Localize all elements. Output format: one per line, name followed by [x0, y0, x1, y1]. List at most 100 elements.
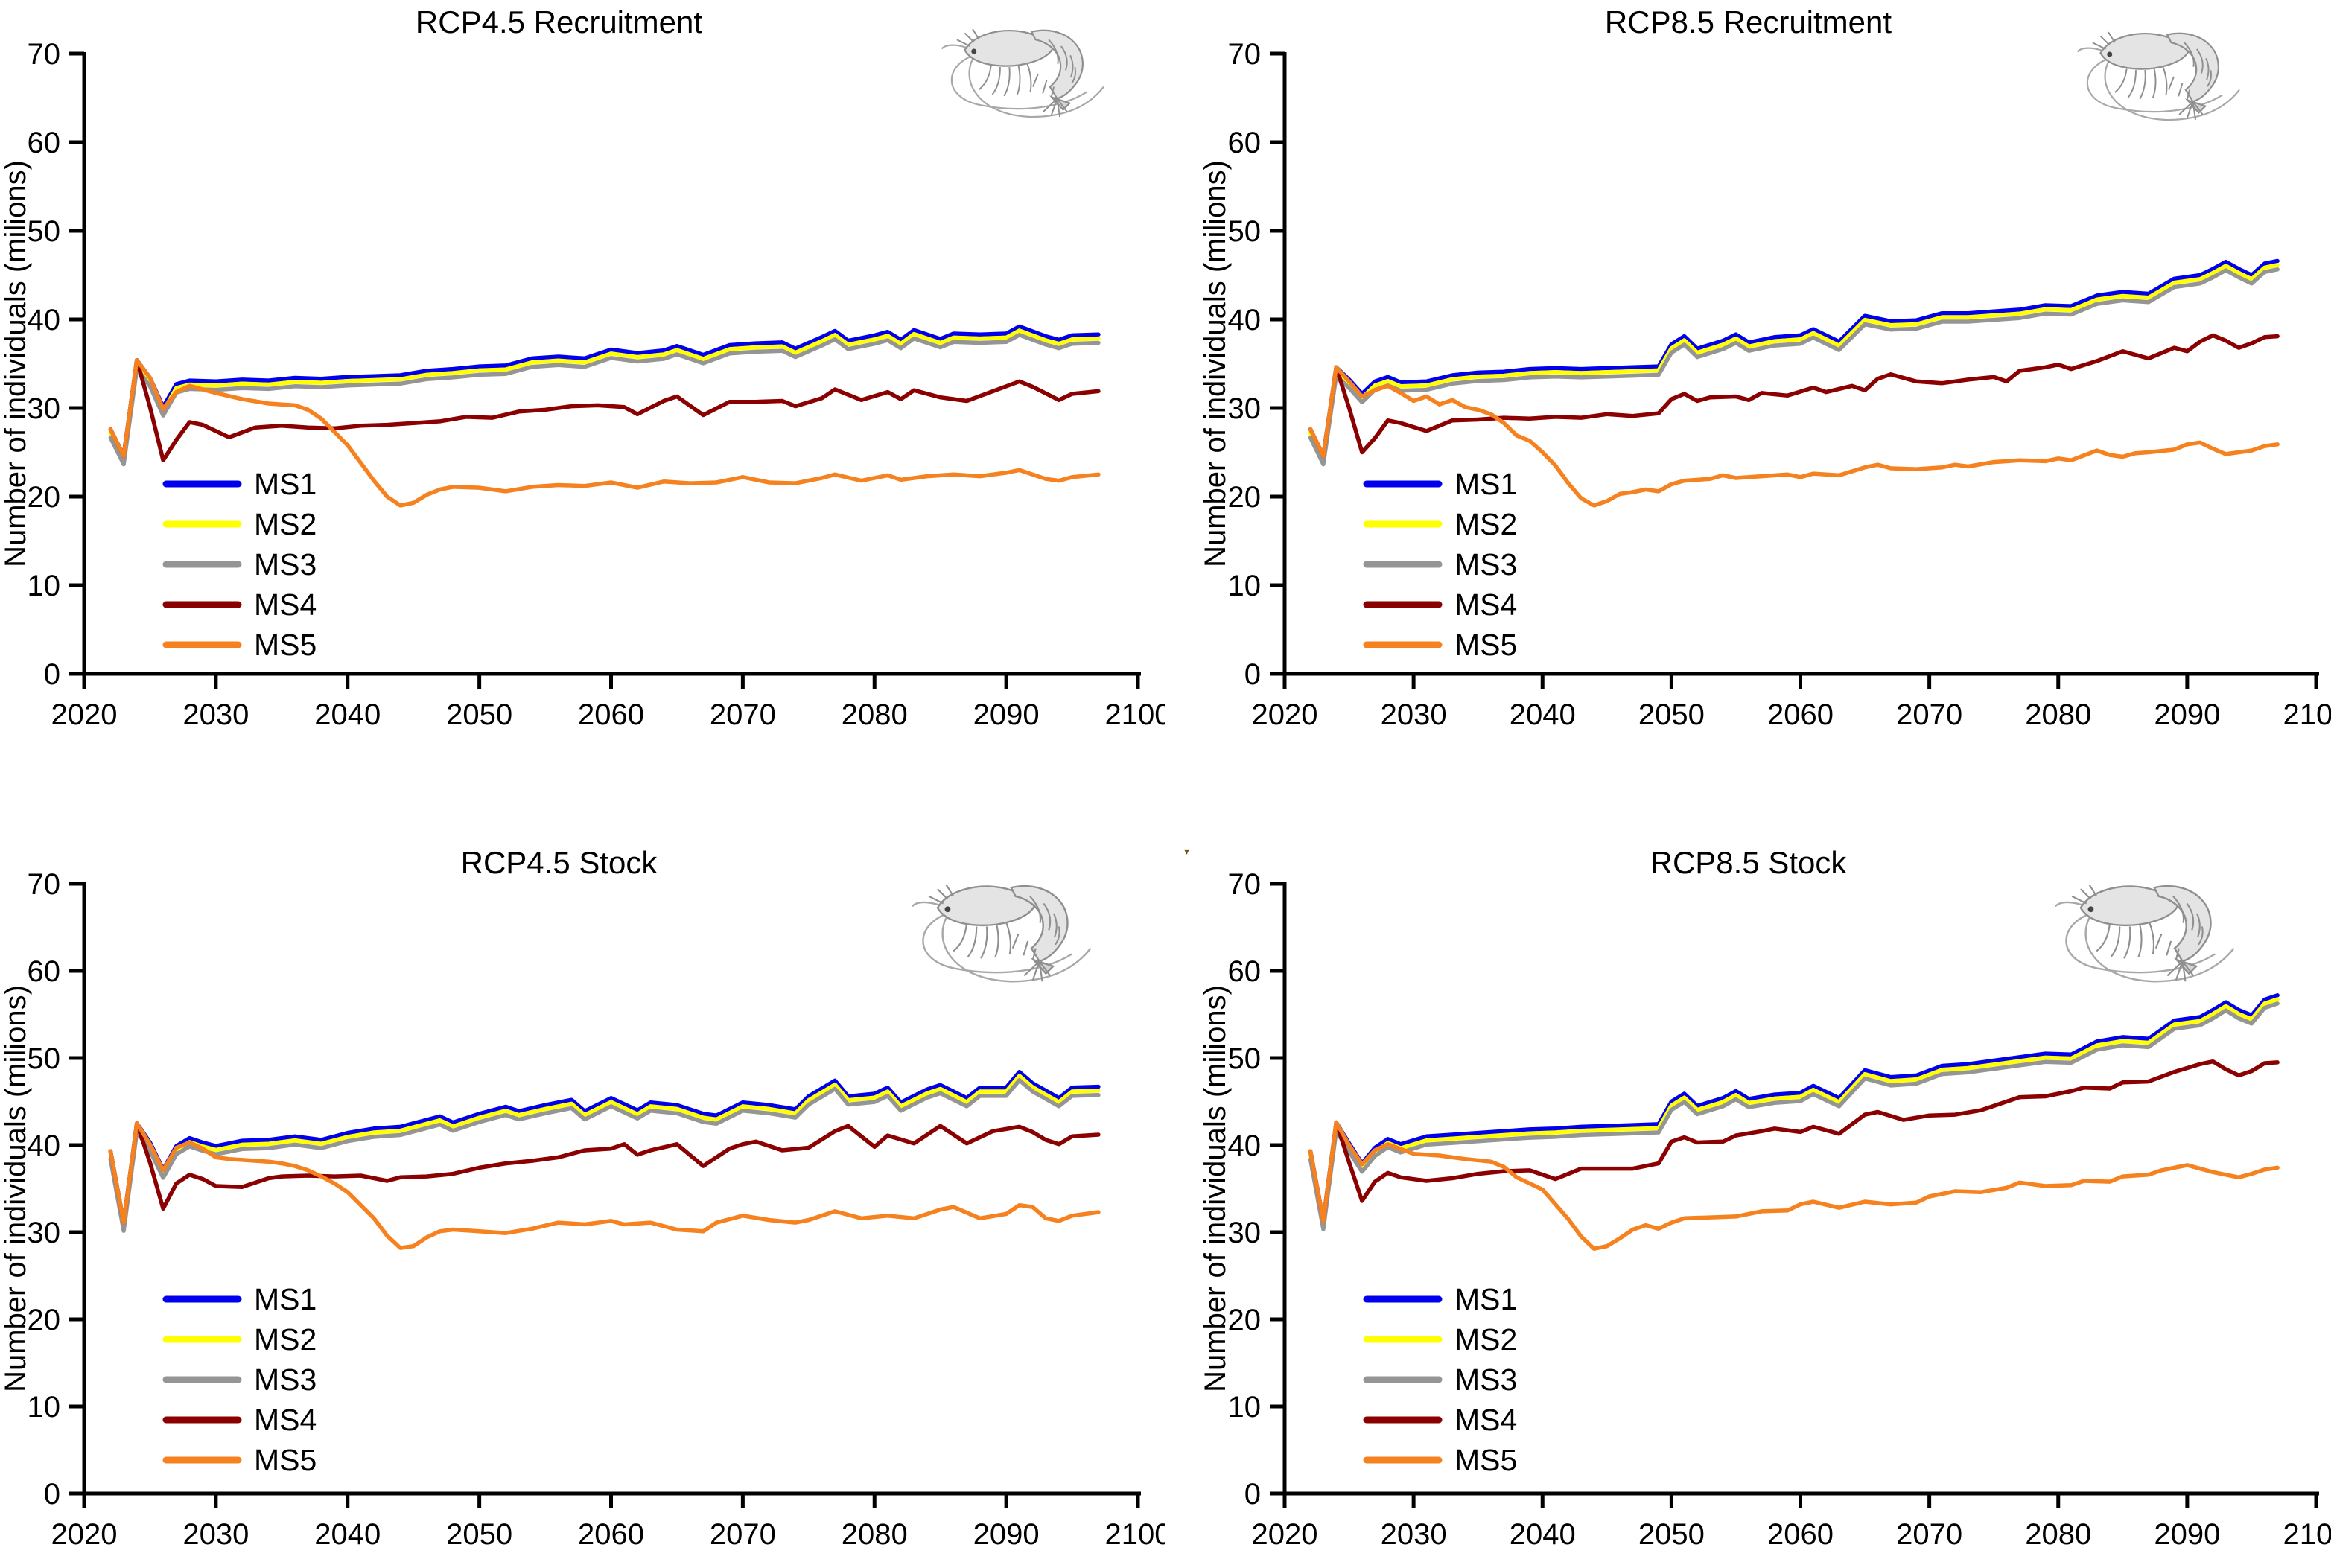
- x-tick-label: 2030: [1381, 698, 1447, 731]
- y-tick-label: 30: [28, 392, 61, 425]
- y-tick-label: 70: [28, 868, 61, 901]
- y-tick-label: 50: [28, 1042, 61, 1075]
- y-tick-label: 40: [1228, 1129, 1262, 1162]
- series-line-ms5: [1308, 365, 2280, 508]
- y-tick-label: 70: [28, 38, 61, 71]
- y-tick-label: 60: [28, 955, 61, 988]
- y-tick-label: 0: [44, 658, 60, 691]
- series-line-ms5: [108, 1121, 1101, 1250]
- legend-label-ms2: MS2: [254, 507, 317, 541]
- chart-panel-rcp85-recruitment: RCP8.5 Recruitment Number of individuals …: [1199, 4, 2331, 731]
- x-tick-label: 2060: [578, 698, 644, 731]
- series-line-ms4: [1308, 333, 2280, 459]
- x-tick-label: 2080: [2025, 1518, 2091, 1551]
- y-tick-label: 60: [1228, 955, 1262, 988]
- series-line-ms3: [108, 1078, 1101, 1233]
- x-tick-label: 2090: [973, 698, 1040, 731]
- series-line-ms3: [1308, 267, 2280, 467]
- y-tick-label: 40: [28, 304, 61, 337]
- y-tick-label: 30: [1228, 1217, 1262, 1249]
- legend-label-ms5: MS5: [1454, 1443, 1517, 1477]
- y-tick-label: 0: [1244, 658, 1261, 691]
- cursor-artifact-icon: ▾: [1184, 845, 1190, 857]
- x-tick-label: 2040: [1510, 698, 1576, 731]
- legend: MS1 MS2 MS3 MS4 MS5: [162, 467, 317, 662]
- x-tick-label: 2080: [842, 698, 908, 731]
- series-line-ms5: [1308, 1120, 2280, 1251]
- y-axis-label: Number of individuals (milions): [1199, 985, 1232, 1392]
- legend-label-ms2: MS2: [1454, 1322, 1517, 1357]
- y-tick-label: 0: [44, 1478, 60, 1511]
- series-line-ms3: [1308, 1001, 2280, 1231]
- series-line-ms4: [1308, 1059, 2280, 1223]
- y-tick-label: 50: [1228, 1042, 1262, 1075]
- y-tick-label: 0: [1244, 1478, 1261, 1511]
- x-tick-label: 2020: [1252, 1518, 1318, 1551]
- legend-label-ms4: MS4: [254, 1403, 317, 1437]
- y-tick-label: 40: [1228, 304, 1262, 337]
- y-tick-label: 20: [1228, 481, 1262, 514]
- legend-label-ms1: MS1: [1454, 467, 1517, 501]
- y-tick-label: 50: [28, 215, 61, 248]
- x-tick-label: 2030: [1381, 1518, 1447, 1551]
- chart-panel-rcp45-stock: RCP4.5 Stock Number of individuals (milio…: [0, 845, 1166, 1551]
- x-tick-label: 2050: [446, 1518, 512, 1551]
- panel-title: RCP4.5 Stock: [461, 845, 658, 880]
- x-tick-label: 2030: [182, 698, 249, 731]
- legend: MS1 MS2 MS3 MS4 MS5: [1363, 1282, 1517, 1477]
- legend-label-ms1: MS1: [254, 1282, 317, 1316]
- x-tick-label: 2040: [314, 1518, 381, 1551]
- x-tick-label: 2020: [51, 1518, 118, 1551]
- x-tick-label: 2100: [1105, 698, 1166, 731]
- x-tick-label: 2090: [2154, 698, 2220, 731]
- y-tick-label: 10: [28, 570, 61, 602]
- y-tick-label: 30: [28, 1217, 61, 1249]
- panel-title: RCP8.5 Recruitment: [1605, 4, 1892, 39]
- x-tick-label: 2070: [710, 698, 776, 731]
- x-tick-label: 2060: [1767, 1518, 1834, 1551]
- x-tick-label: 2050: [446, 698, 512, 731]
- legend: MS1 MS2 MS3 MS4 MS5: [1363, 467, 1517, 662]
- legend: MS1 MS2 MS3 MS4 MS5: [162, 1282, 317, 1477]
- legend-label-ms4: MS4: [1454, 587, 1517, 622]
- series-line-ms2: [1308, 997, 2280, 1227]
- series-line-ms4: [108, 1121, 1101, 1225]
- x-tick-label: 2100: [2283, 698, 2331, 731]
- x-tick-label: 2100: [1105, 1518, 1166, 1551]
- series-line-ms2: [108, 328, 1101, 462]
- series-line-ms3: [108, 333, 1101, 467]
- x-tick-label: 2070: [710, 1518, 776, 1551]
- x-tick-label: 2020: [1252, 698, 1318, 731]
- series-line-ms2: [1308, 263, 2280, 462]
- x-tick-label: 2080: [2025, 698, 2091, 731]
- series-line-ms1: [108, 1069, 1101, 1225]
- series-line-ms1: [1308, 258, 2280, 459]
- series-line-ms1: [108, 324, 1101, 459]
- x-tick-label: 2070: [1896, 698, 1962, 731]
- series-line-ms2: [108, 1074, 1101, 1229]
- legend-label-ms3: MS3: [1454, 1363, 1517, 1397]
- legend-label-ms1: MS1: [1454, 1282, 1517, 1316]
- y-tick-label: 70: [1228, 38, 1262, 71]
- x-tick-label: 2060: [1767, 698, 1834, 731]
- series-line-ms5: [108, 357, 1101, 508]
- legend-label-ms3: MS3: [254, 547, 317, 581]
- x-tick-label: 2070: [1896, 1518, 1962, 1551]
- series-line-ms4: [108, 357, 1101, 462]
- legend-label-ms2: MS2: [1454, 507, 1517, 541]
- chart-panel-rcp45-recruitment: RCP4.5 Recruitment Number of individuals …: [0, 4, 1166, 731]
- x-tick-label: 2090: [973, 1518, 1040, 1551]
- panel-title: RCP4.5 Recruitment: [416, 4, 702, 39]
- shrimp-illustration: [941, 28, 1105, 118]
- y-tick-label: 60: [1228, 127, 1262, 159]
- legend-label-ms3: MS3: [254, 1363, 317, 1397]
- x-tick-label: 2050: [1638, 698, 1705, 731]
- x-tick-label: 2040: [1510, 1518, 1576, 1551]
- y-tick-label: 10: [28, 1391, 61, 1424]
- legend-label-ms1: MS1: [254, 467, 317, 501]
- legend-label-ms3: MS3: [1454, 547, 1517, 581]
- x-tick-label: 2030: [182, 1518, 249, 1551]
- y-tick-label: 30: [1228, 392, 1262, 425]
- y-tick-label: 50: [1228, 215, 1262, 248]
- series-line-ms1: [1308, 993, 2280, 1223]
